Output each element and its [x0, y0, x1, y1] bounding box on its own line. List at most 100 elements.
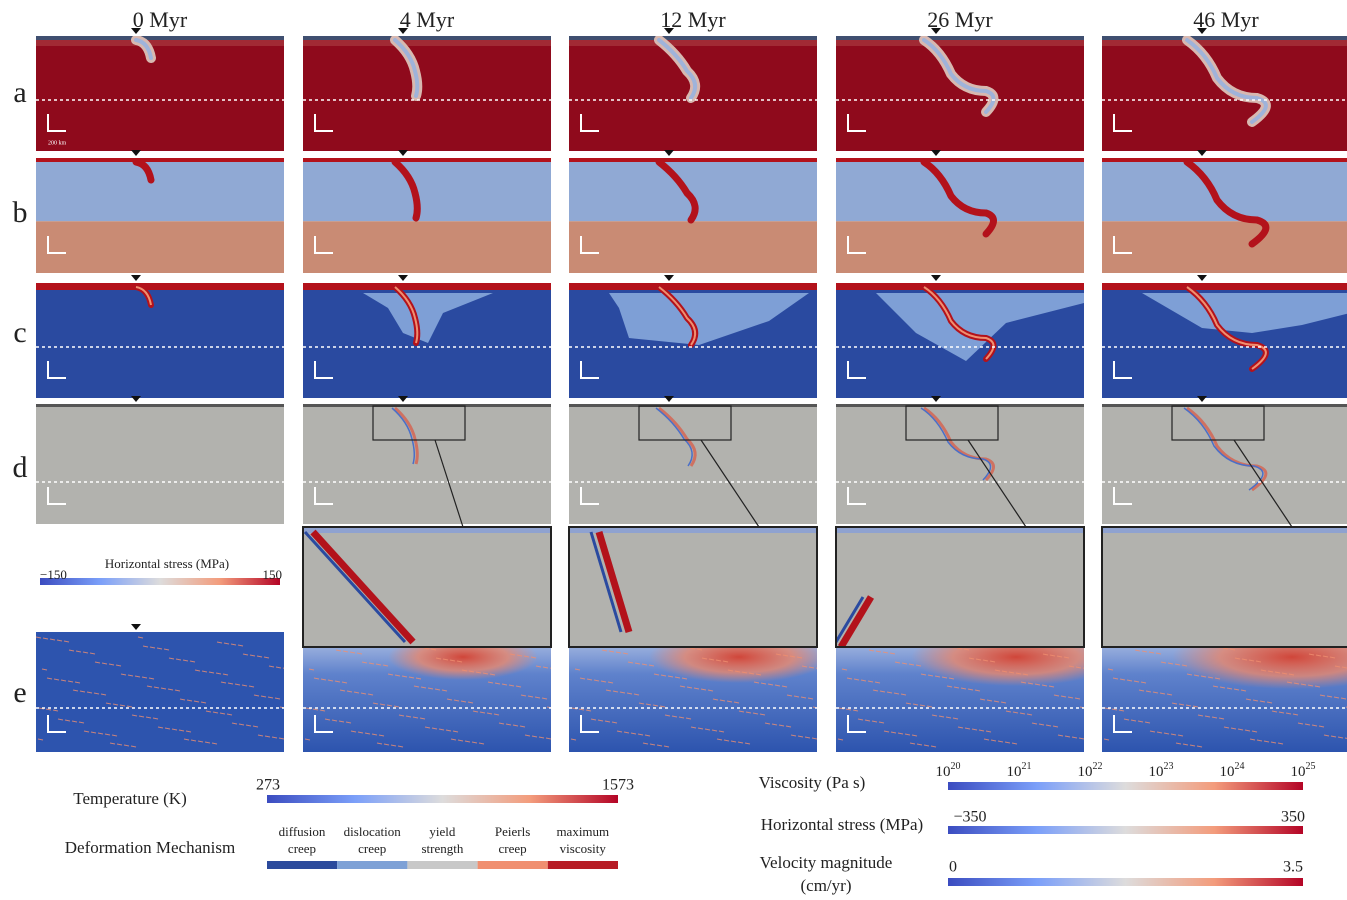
velocity-arrow	[627, 661, 634, 664]
velocity-arrow	[864, 719, 871, 722]
velocity-arrow	[1049, 654, 1056, 657]
velocity-arrow	[934, 675, 941, 678]
velocity-arrow	[542, 666, 549, 669]
class-label: creep	[288, 841, 316, 856]
tick-exponent: 23	[1164, 761, 1174, 772]
trench-marker	[664, 396, 674, 402]
panel	[835, 526, 1085, 648]
velocity-arrow	[171, 728, 178, 731]
velocity-arrow	[71, 720, 78, 723]
velocity-arrow	[600, 680, 607, 683]
velocity-arrow	[1270, 741, 1277, 744]
velocity-arrow	[1193, 674, 1200, 677]
velocity-arrow	[638, 702, 645, 705]
velocity-arrow	[912, 703, 919, 706]
velocity-arrow	[478, 742, 485, 745]
panel-content	[1102, 404, 1347, 524]
velocity-arrow	[1145, 690, 1152, 693]
tick-base: 10	[1149, 764, 1164, 780]
velocity-arrow	[215, 672, 222, 675]
velocity-arrow	[148, 677, 155, 680]
velocity-arrow	[722, 660, 729, 663]
velocity-arrow	[371, 733, 378, 736]
velocity-arrow	[919, 704, 926, 707]
velocity-arrow	[461, 669, 468, 672]
scale-label: 200 km	[48, 140, 67, 146]
velocity-arrow	[457, 739, 464, 742]
velocity-arrow	[901, 662, 908, 665]
velocity-arrow	[242, 653, 249, 656]
velocity-arrow	[1057, 734, 1064, 737]
velocity-arrow	[482, 672, 489, 675]
scale-bar	[47, 114, 66, 132]
stress-red	[923, 406, 995, 482]
velocity-arrow	[801, 665, 808, 668]
velocity-arrow	[149, 646, 156, 649]
velocity-arrow	[1156, 731, 1163, 734]
velocity-arrow	[163, 648, 170, 651]
velocity-arrow	[1241, 658, 1248, 661]
velocity-arrow	[667, 675, 674, 678]
velocity-arrow	[60, 679, 67, 682]
velocity-arrow	[1042, 653, 1049, 656]
velocity-arrow	[878, 721, 885, 724]
velocity-arrow	[707, 689, 714, 692]
velocity-arrow	[1244, 729, 1251, 732]
surface	[1102, 36, 1347, 40]
trench-marker	[664, 275, 674, 281]
velocity-arrow	[905, 702, 912, 705]
velocity-arrow	[278, 737, 284, 740]
velocity-arrow	[530, 656, 537, 659]
panel-content	[569, 36, 817, 151]
trench-marker	[931, 150, 941, 156]
zoom-box	[1171, 405, 1265, 441]
velocity-arrow	[1045, 724, 1052, 727]
slab-core	[135, 286, 152, 306]
velocity-arrow	[1229, 648, 1236, 651]
panel-content	[836, 158, 1084, 273]
stress-blue	[836, 596, 865, 645]
velocity-arrow	[753, 681, 760, 684]
velocity-arrow	[571, 707, 578, 710]
trench-marker	[398, 28, 408, 34]
velocity-arrow	[708, 658, 715, 661]
slab-core	[393, 38, 420, 98]
row-label: a	[13, 76, 26, 109]
velocity-arrow	[1240, 689, 1247, 692]
slab-core	[1185, 38, 1268, 124]
velocity-arrow	[1211, 716, 1218, 719]
velocity-arrow	[249, 654, 256, 657]
scale-bar	[314, 715, 333, 733]
velocity-arrow	[994, 669, 1001, 672]
velocity-arrow	[867, 680, 874, 683]
surface	[836, 36, 1084, 40]
panel	[303, 396, 551, 524]
velocity-arrow	[1341, 666, 1347, 669]
velocity-arrow	[737, 741, 744, 744]
velocity-arrow	[1175, 742, 1182, 745]
velocity-arrow	[231, 722, 238, 725]
velocity-arrow	[900, 693, 907, 696]
velocity-arrow	[204, 741, 211, 744]
velocity-arrow	[237, 644, 244, 647]
velocity-arrow	[916, 743, 923, 746]
tick-exponent: 20	[951, 761, 961, 772]
background	[1102, 527, 1347, 647]
velocity-arrow	[108, 663, 115, 666]
velocity-arrow	[486, 712, 493, 715]
velocity-arrow	[1056, 655, 1063, 658]
velocity-arrow	[1285, 712, 1292, 715]
tick-base: 10	[936, 764, 951, 780]
colorbar-max: 3.5	[1283, 859, 1303, 876]
velocity-arrow	[982, 659, 989, 662]
panel-content	[569, 527, 817, 647]
velocity-arrow	[767, 683, 774, 686]
lithosphere	[1102, 36, 1347, 46]
trench-marker	[664, 150, 674, 156]
velocity-arrow	[1148, 651, 1155, 654]
velocity-arrow	[574, 668, 581, 671]
velocity-arrow	[586, 678, 593, 681]
panel	[36, 396, 284, 524]
velocity-arrow	[524, 734, 531, 737]
